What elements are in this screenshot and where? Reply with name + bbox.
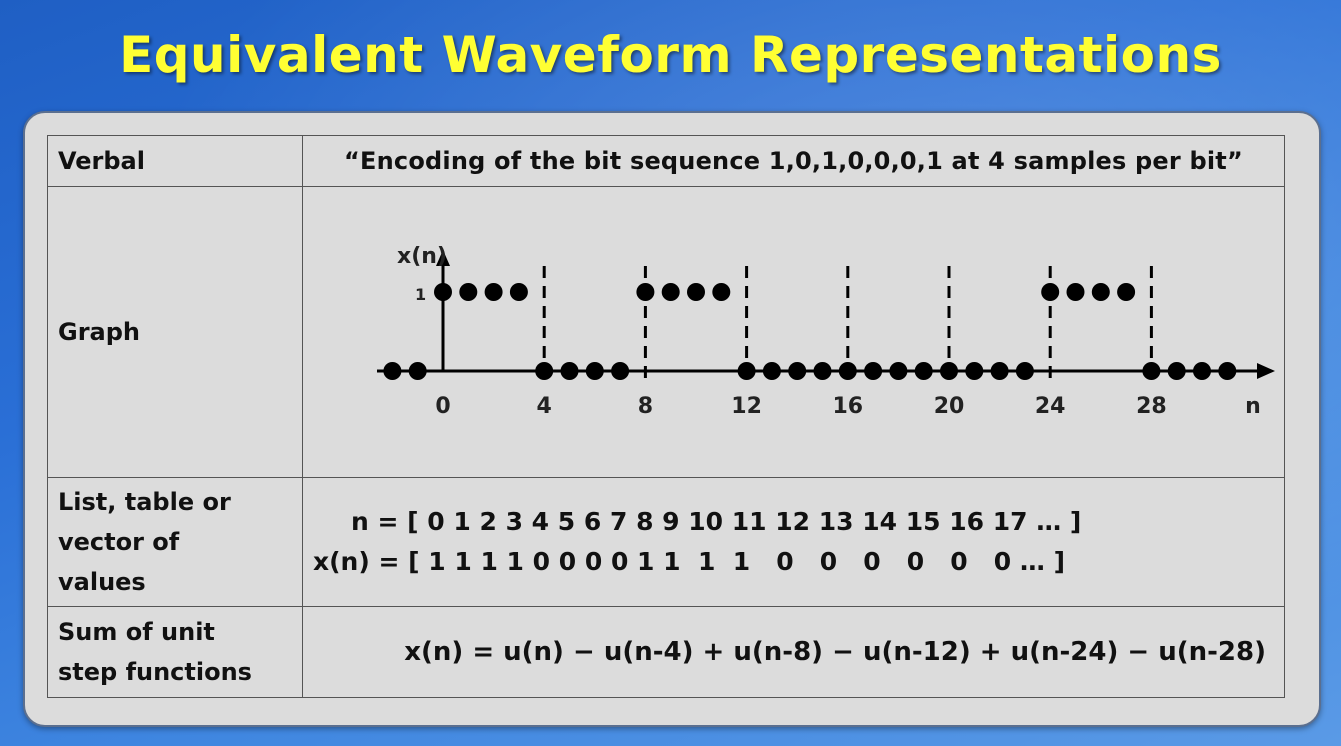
x-tick-label: 12: [731, 394, 762, 419]
table-row-verbal: Verbal “Encoding of the bit sequence 1,0…: [47, 135, 1285, 187]
sample-point: [1015, 362, 1034, 380]
y-axis-arrow: [436, 250, 450, 266]
list-label-line: vector of: [58, 528, 180, 556]
sample-point: [484, 283, 503, 301]
x-tick-label: 24: [1035, 394, 1066, 419]
sample-point: [1218, 362, 1237, 380]
x-tick-label: 8: [638, 394, 653, 419]
verbal-cell: “Encoding of the bit sequence 1,0,1,0,0,…: [302, 135, 1285, 187]
list-cell: n = [ 0 1 2 3 4 5 6 7 8 9 10 11 12 13 14…: [302, 477, 1285, 607]
verbal-label: Verbal: [47, 135, 303, 187]
y-tick-label: 1: [415, 285, 426, 304]
sample-point: [788, 362, 807, 380]
sum-label-line: Sum of unit: [58, 618, 215, 646]
sample-point: [1117, 283, 1136, 301]
table-row-list: List, table or vector of values n = [ 0 …: [47, 477, 1285, 607]
sample-point: [1193, 362, 1211, 380]
sample-point: [434, 283, 452, 301]
sample-point: [459, 283, 478, 301]
graph-cell: x(n) 1 n 0 4 8 12 16 20 24 28: [302, 186, 1285, 478]
x-tick-label: 0: [435, 394, 450, 419]
slide-title: Equivalent Waveform Representations: [119, 26, 1222, 84]
verbal-description: “Encoding of the bit sequence 1,0,1,0,0,…: [344, 147, 1243, 175]
sample-point: [914, 362, 933, 380]
sample-point: [990, 362, 1009, 380]
sample-point: [1066, 283, 1085, 301]
n-vector: n = [ 0 1 2 3 4 5 6 7 8 9 10 11 12 13 14…: [351, 507, 1082, 536]
sample-point: [636, 283, 655, 301]
y-axis-label: x(n): [397, 244, 447, 269]
sample-point: [864, 362, 883, 380]
x-tick-label: 20: [934, 394, 965, 419]
sample-point: [585, 362, 604, 380]
x-axis-arrow: [1257, 363, 1275, 379]
sample-point: [838, 362, 857, 380]
sample-point: [560, 362, 579, 380]
list-label: List, table or vector of values: [47, 477, 303, 607]
sample-point: [940, 362, 958, 380]
sample-point: [965, 362, 984, 380]
sample-point: [889, 362, 908, 380]
sample-point: [762, 362, 781, 380]
sum-cell: x(n) = u(n) − u(n-4) + u(n-8) − u(n-12) …: [302, 606, 1285, 698]
sum-label-line: step functions: [58, 658, 252, 686]
representations-table: Verbal “Encoding of the bit sequence 1,0…: [47, 135, 1285, 698]
sample-point: [1167, 362, 1186, 380]
sample-point: [1091, 283, 1110, 301]
sample-point: [687, 283, 705, 301]
waveform-plot: x(n) 1 n 0 4 8 12 16 20 24 28: [377, 244, 1275, 419]
table-row-graph: Graph x(n) 1 n 0 4 8 12 16 20 24 28: [47, 186, 1285, 478]
x-vector: x(n) = [ 1 1 1 1 0 0 0 0 1 1 1 1 0 0 0 0…: [313, 547, 1066, 576]
unit-step-equation: x(n) = u(n) − u(n-4) + u(n-8) − u(n-12) …: [404, 637, 1266, 667]
list-label-line: values: [58, 568, 146, 596]
sample-point: [813, 362, 832, 380]
sum-label: Sum of unit step functions: [47, 606, 303, 698]
sample-point: [1142, 362, 1161, 380]
sample-point: [737, 362, 756, 380]
x-tick-label: 28: [1136, 394, 1167, 419]
sample-point: [509, 283, 528, 301]
list-label-line: List, table or: [58, 488, 231, 516]
table-row-sum: Sum of unit step functions x(n) = u(n) −…: [47, 606, 1285, 698]
graph-label: Graph: [47, 186, 303, 478]
sample-point: [1041, 283, 1060, 301]
x-tick-label: 4: [537, 394, 552, 419]
x-axis-label: n: [1245, 394, 1261, 419]
sample-point: [661, 283, 680, 301]
sample-point: [535, 362, 554, 380]
sample-point: [712, 283, 731, 301]
sample-point: [611, 362, 630, 380]
sample-point: [408, 362, 427, 380]
sample-point: [383, 362, 402, 380]
x-tick-label: 16: [832, 394, 863, 419]
